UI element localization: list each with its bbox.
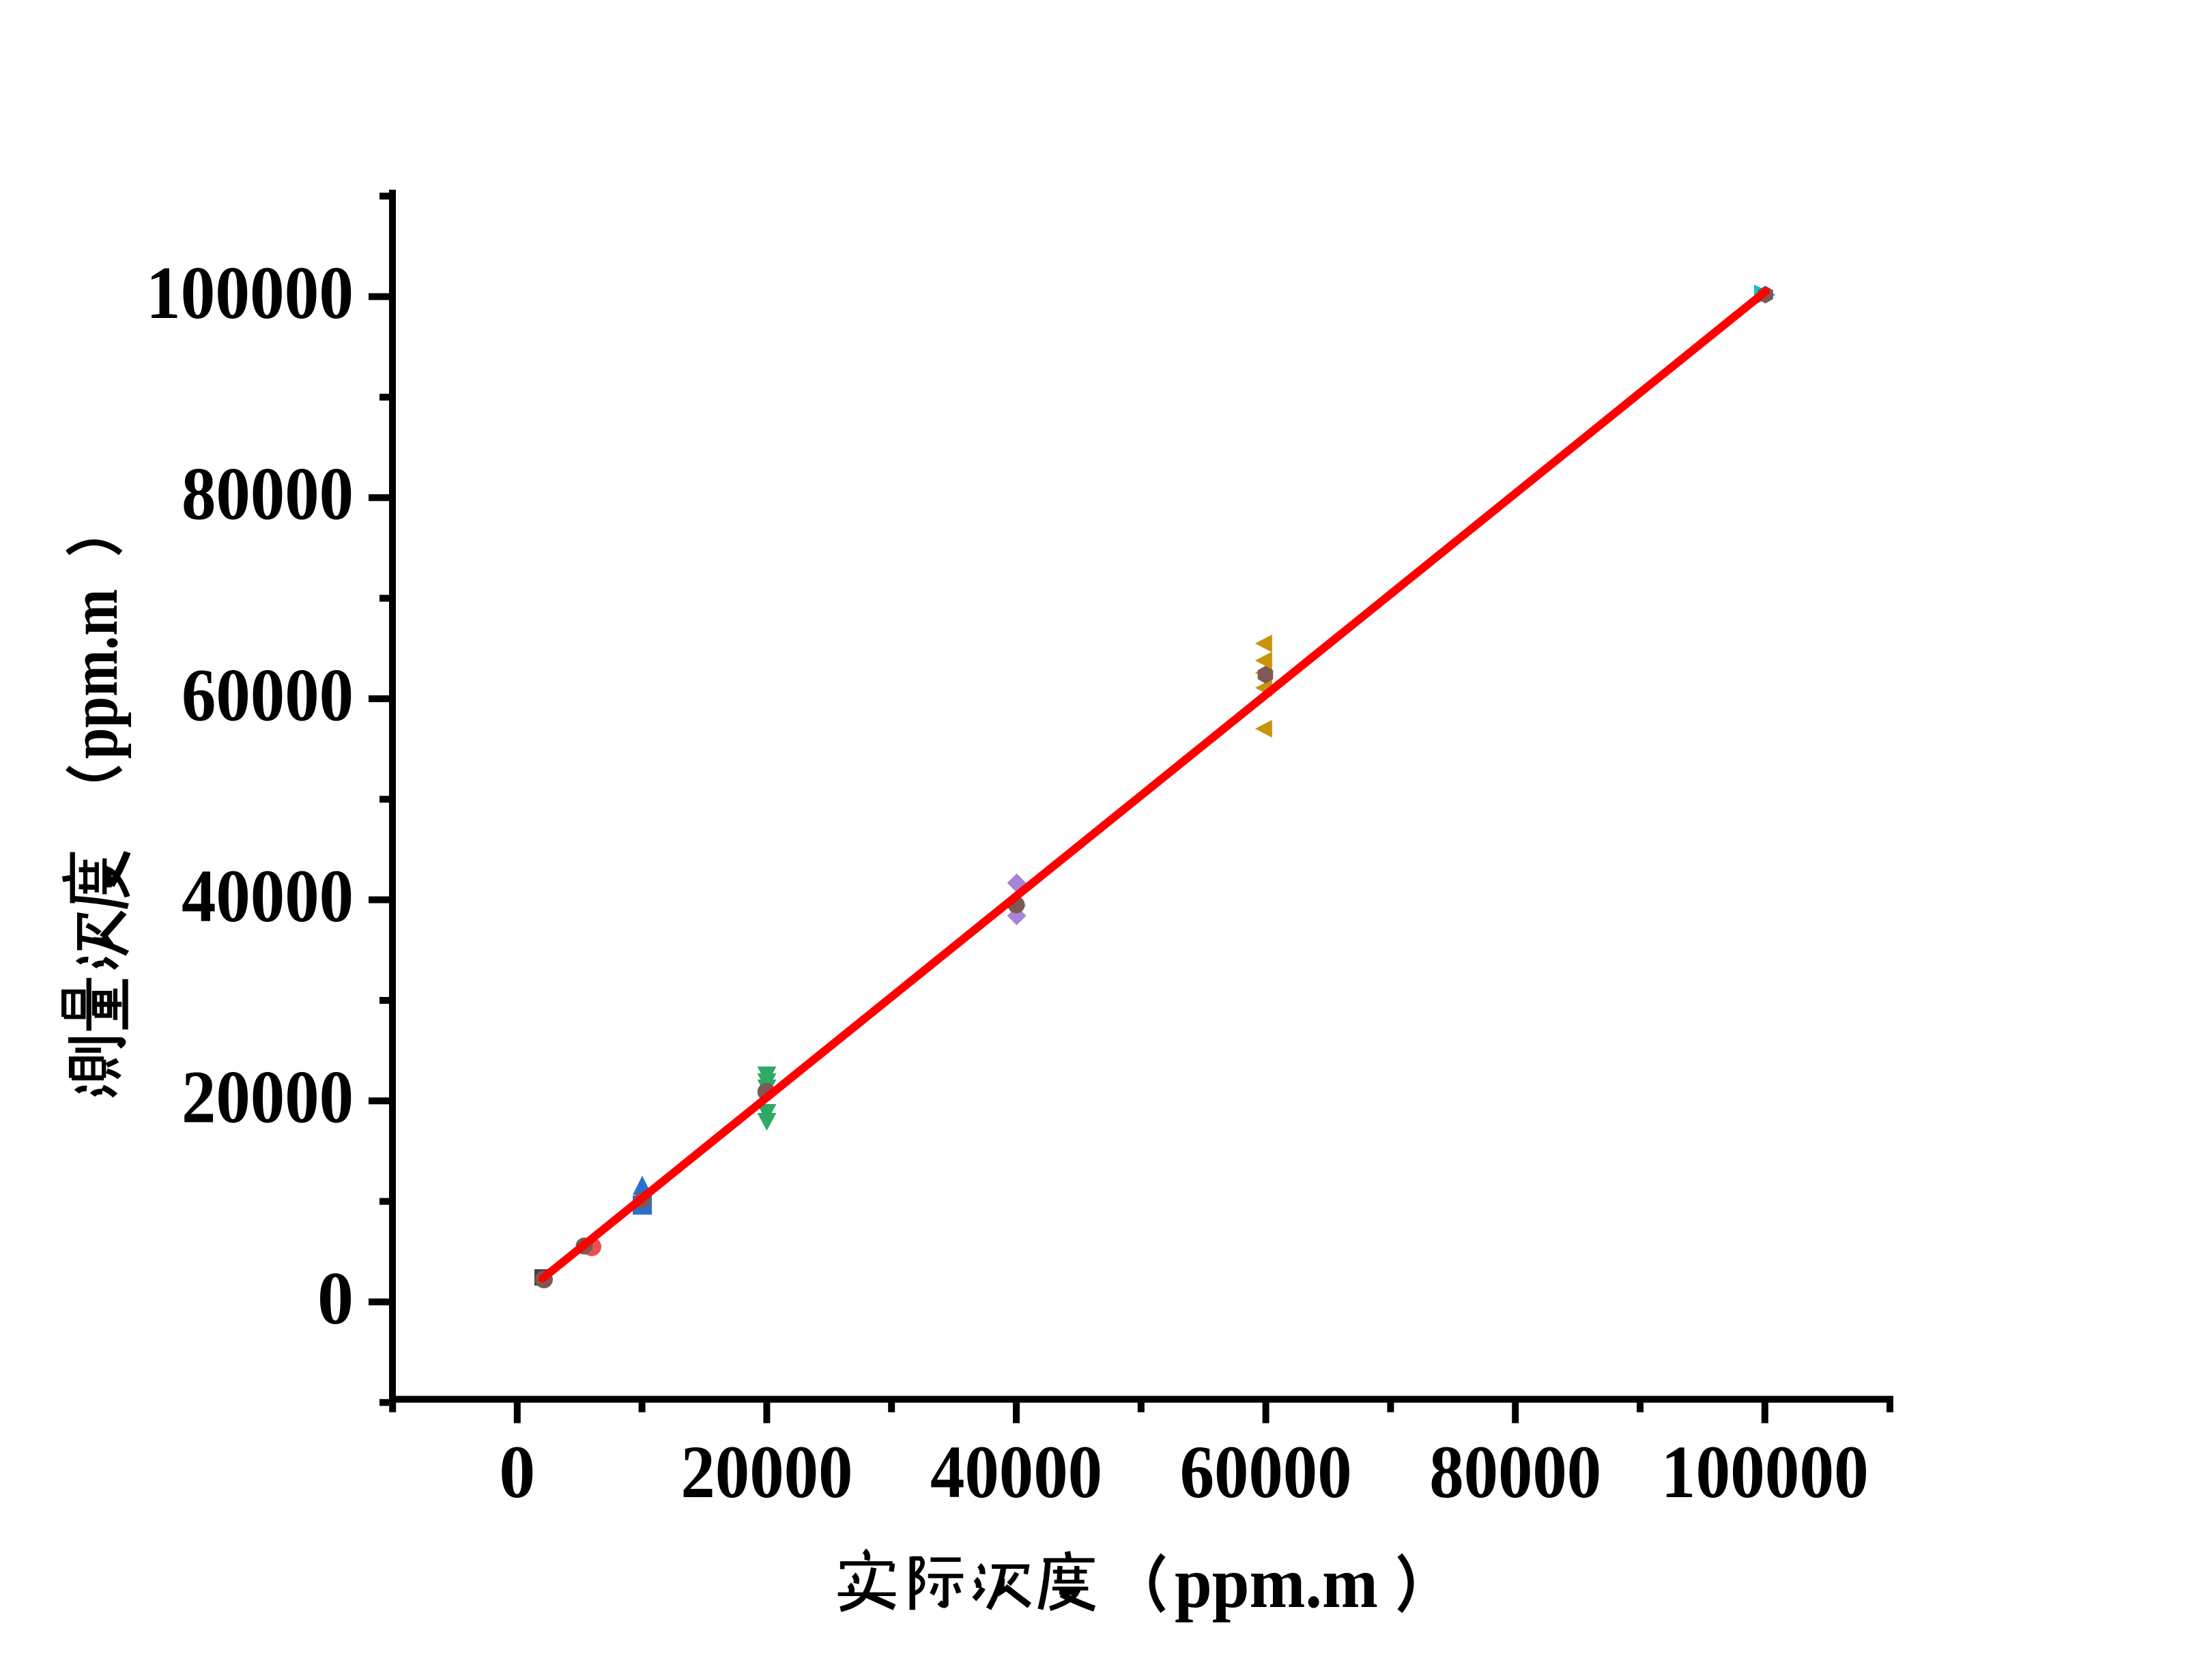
svg-text:0: 0 bbox=[317, 1256, 354, 1339]
svg-text:40000: 40000 bbox=[182, 854, 354, 938]
svg-text:80000: 80000 bbox=[1429, 1430, 1601, 1514]
svg-text:ppm.m: ppm.m bbox=[1175, 1543, 1378, 1623]
svg-text:40000: 40000 bbox=[930, 1430, 1102, 1514]
svg-text:100000: 100000 bbox=[146, 251, 354, 334]
svg-text:20000: 20000 bbox=[680, 1430, 852, 1514]
svg-text:60000: 60000 bbox=[1180, 1430, 1352, 1514]
svg-text:ppm.m: ppm.m bbox=[57, 589, 132, 759]
svg-text:60000: 60000 bbox=[182, 653, 354, 736]
svg-text:20000: 20000 bbox=[182, 1056, 354, 1139]
svg-text:100000: 100000 bbox=[1661, 1430, 1869, 1514]
svg-text:0: 0 bbox=[499, 1430, 535, 1514]
svg-text:80000: 80000 bbox=[182, 452, 354, 536]
